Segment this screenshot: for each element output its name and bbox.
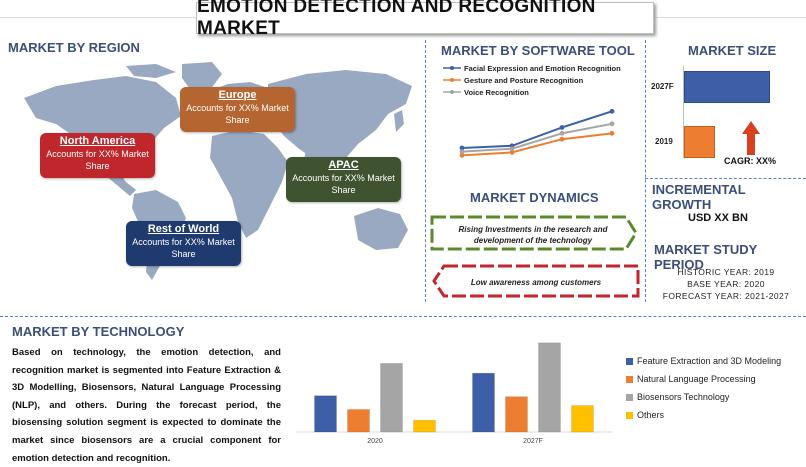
legend-swatch <box>626 393 633 401</box>
legend-label: Biosensors Technology <box>637 392 730 402</box>
software-legend-item: Voice Recognition <box>443 86 621 98</box>
study-base: BASE YEAR: 2020 <box>687 279 765 289</box>
growth-value: USD XX BN <box>688 212 748 224</box>
study-heading: MARKET STUDY PERIOD <box>654 242 758 272</box>
region-share: Accounts for XX% Market Share <box>292 173 395 195</box>
driver-arrow <box>430 215 638 251</box>
data-point <box>509 146 515 152</box>
tech-bar <box>571 405 594 433</box>
tech-legend-item: Others <box>626 406 781 424</box>
legend-swatch <box>626 375 633 383</box>
divider-vertical-1 <box>425 40 426 302</box>
region-share: Accounts for XX% Market Share <box>186 103 289 125</box>
legend-label: Natural Language Processing <box>637 374 756 384</box>
tech-legend-item: Biosensors Technology <box>626 388 781 406</box>
tech-bar <box>472 372 495 433</box>
driver-text: Rising Investments in the research and d… <box>458 225 608 245</box>
region-name: APAC <box>328 159 359 171</box>
software-legend: Facial Expression and Emotion Recognitio… <box>443 62 621 98</box>
title-box: EMOTION DETECTION AND RECOGNITION MARKET <box>196 0 654 39</box>
divider-horizontal <box>0 316 806 317</box>
size-heading: MARKET SIZE <box>688 43 777 58</box>
growth-heading: INCREMENTAL GROWTH <box>652 182 746 212</box>
x-tick-label: 2020 <box>367 438 383 445</box>
tech-bar <box>380 363 403 433</box>
region-box-rest-of-world: Rest of World Accounts for XX% Market Sh… <box>126 221 241 266</box>
data-point <box>609 130 615 136</box>
divider-size <box>645 178 806 179</box>
region-box-apac: APAC Accounts for XX% Market Share <box>286 157 401 202</box>
technology-legend: Feature Extraction and 3D Modeling Natur… <box>626 352 781 424</box>
legend-label: Voice Recognition <box>464 87 529 97</box>
study-historic: HISTORIC YEAR: 2019 <box>677 267 775 277</box>
legend-label: Gesture and Posture Recognition <box>464 75 584 85</box>
region-share: Accounts for XX% Market Share <box>46 149 149 171</box>
technology-bar-chart: 2020 2027F <box>296 342 612 445</box>
region-heading: MARKET BY REGION <box>8 40 140 55</box>
data-point <box>559 130 565 136</box>
software-line-chart <box>459 108 615 158</box>
tech-legend-item: Natural Language Processing <box>626 370 781 388</box>
series-line <box>461 132 613 157</box>
data-point <box>459 152 465 158</box>
page-title: EMOTION DETECTION AND RECOGNITION MARKET <box>197 0 596 39</box>
size-year-label: 2027F <box>651 82 674 91</box>
region-box-europe: Europe Accounts for XX% Market Share <box>180 87 295 132</box>
data-point <box>459 149 465 155</box>
divider-vertical-2 <box>645 40 646 302</box>
technology-heading: MARKET BY TECHNOLOGY <box>12 324 185 339</box>
study-forecast: FORECAST YEAR: 2021-2027 <box>662 291 790 301</box>
dynamics-heading: MARKET DYNAMICS <box>470 190 599 205</box>
legend-swatch <box>626 411 633 419</box>
legend-label: Facial Expression and Emotion Recognitio… <box>464 63 621 73</box>
series-line <box>461 122 613 153</box>
software-legend-item: Gesture and Posture Recognition <box>443 74 621 86</box>
growth-arrow-icon <box>742 121 760 155</box>
software-legend-item: Facial Expression and Emotion Recognitio… <box>443 62 621 74</box>
region-name: North America <box>59 135 136 147</box>
region-box-north-america: North America Accounts for XX% Market Sh… <box>40 133 155 178</box>
restraint-text: Low awareness among customers <box>470 278 602 287</box>
legend-swatch <box>626 357 633 365</box>
size-year-label: 2019 <box>655 137 673 146</box>
size-bar-2027f <box>684 71 770 103</box>
region-name: Rest of World <box>147 223 220 235</box>
x-tick-label: 2027F <box>523 438 543 445</box>
tech-bar <box>347 409 370 433</box>
tech-bar <box>314 395 337 433</box>
tech-bar <box>413 419 436 433</box>
data-point <box>559 125 565 130</box>
cagr-label: CAGR: XX% <box>724 156 777 166</box>
legend-label: Others <box>637 410 665 420</box>
data-point <box>609 121 615 127</box>
legend-label: Feature Extraction and 3D Modeling <box>637 356 782 366</box>
size-bar-2019 <box>684 126 715 158</box>
tech-legend-item: Feature Extraction and 3D Modeling <box>626 352 781 370</box>
technology-paragraph: Based on technology, the emotion detecti… <box>12 347 281 464</box>
region-share: Accounts for XX% Market Share <box>132 237 235 259</box>
data-point <box>559 136 565 142</box>
size-axis <box>683 66 684 158</box>
data-point <box>509 150 515 155</box>
region-name: Europe <box>218 89 257 101</box>
series-line <box>461 110 613 149</box>
tech-bar <box>505 396 528 433</box>
restraint-arrow <box>432 264 640 298</box>
tech-bar <box>538 342 561 433</box>
data-point <box>459 145 465 151</box>
software-heading: MARKET BY SOFTWARE TOOL <box>441 43 635 58</box>
data-point <box>609 108 615 114</box>
